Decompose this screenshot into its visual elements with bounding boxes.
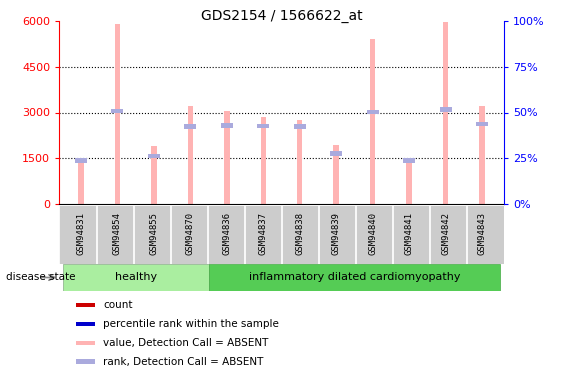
Bar: [476, 122, 488, 126]
Bar: [282, 205, 318, 264]
Text: GSM94855: GSM94855: [149, 211, 158, 255]
Bar: [115, 24, 120, 204]
Text: rank, Detection Call = ABSENT: rank, Detection Call = ABSENT: [104, 357, 263, 366]
Bar: [370, 39, 376, 204]
Text: GSM94842: GSM94842: [441, 211, 450, 255]
Text: GSM94870: GSM94870: [186, 211, 195, 255]
Bar: [403, 158, 415, 163]
Bar: [224, 111, 230, 204]
Bar: [76, 340, 95, 345]
Bar: [171, 205, 207, 264]
Bar: [257, 124, 269, 128]
Text: count: count: [104, 300, 133, 310]
Bar: [440, 108, 452, 112]
Bar: [111, 109, 123, 113]
Text: GSM94843: GSM94843: [477, 211, 486, 255]
Bar: [60, 205, 96, 264]
Text: GSM94831: GSM94831: [77, 211, 86, 255]
Text: GSM94840: GSM94840: [368, 211, 377, 255]
Bar: [479, 106, 485, 204]
Bar: [261, 117, 266, 204]
Text: healthy: healthy: [115, 273, 157, 282]
Bar: [367, 110, 379, 114]
Text: GSM94854: GSM94854: [113, 211, 122, 255]
Bar: [96, 205, 133, 264]
Bar: [75, 158, 87, 163]
Bar: [297, 120, 302, 204]
Bar: [208, 205, 244, 264]
Text: GSM94839: GSM94839: [332, 211, 341, 255]
Text: value, Detection Call = ABSENT: value, Detection Call = ABSENT: [104, 338, 269, 348]
Text: GSM94836: GSM94836: [222, 211, 231, 255]
Bar: [78, 160, 84, 204]
Text: GSM94837: GSM94837: [259, 211, 268, 255]
Bar: [76, 359, 95, 364]
Bar: [356, 205, 392, 264]
Bar: [76, 322, 95, 326]
Text: disease state: disease state: [6, 273, 75, 282]
Bar: [187, 106, 193, 204]
Text: percentile rank within the sample: percentile rank within the sample: [104, 319, 279, 329]
Bar: [148, 154, 160, 158]
Bar: [467, 205, 503, 264]
Bar: [430, 205, 467, 264]
Bar: [76, 303, 95, 307]
Text: GSM94838: GSM94838: [295, 211, 304, 255]
Bar: [221, 123, 233, 128]
Bar: [294, 124, 306, 129]
Text: GSM94841: GSM94841: [405, 211, 414, 255]
Bar: [133, 205, 170, 264]
Text: GDS2154 / 1566622_at: GDS2154 / 1566622_at: [200, 9, 363, 23]
Bar: [62, 264, 208, 291]
Text: inflammatory dilated cardiomyopathy: inflammatory dilated cardiomyopathy: [249, 273, 460, 282]
Bar: [319, 205, 355, 264]
Bar: [406, 160, 412, 204]
Bar: [330, 151, 342, 156]
Bar: [245, 205, 281, 264]
Bar: [393, 205, 430, 264]
Bar: [151, 146, 157, 204]
Bar: [184, 124, 196, 129]
Bar: [333, 145, 339, 204]
Bar: [208, 264, 501, 291]
Bar: [443, 22, 448, 204]
